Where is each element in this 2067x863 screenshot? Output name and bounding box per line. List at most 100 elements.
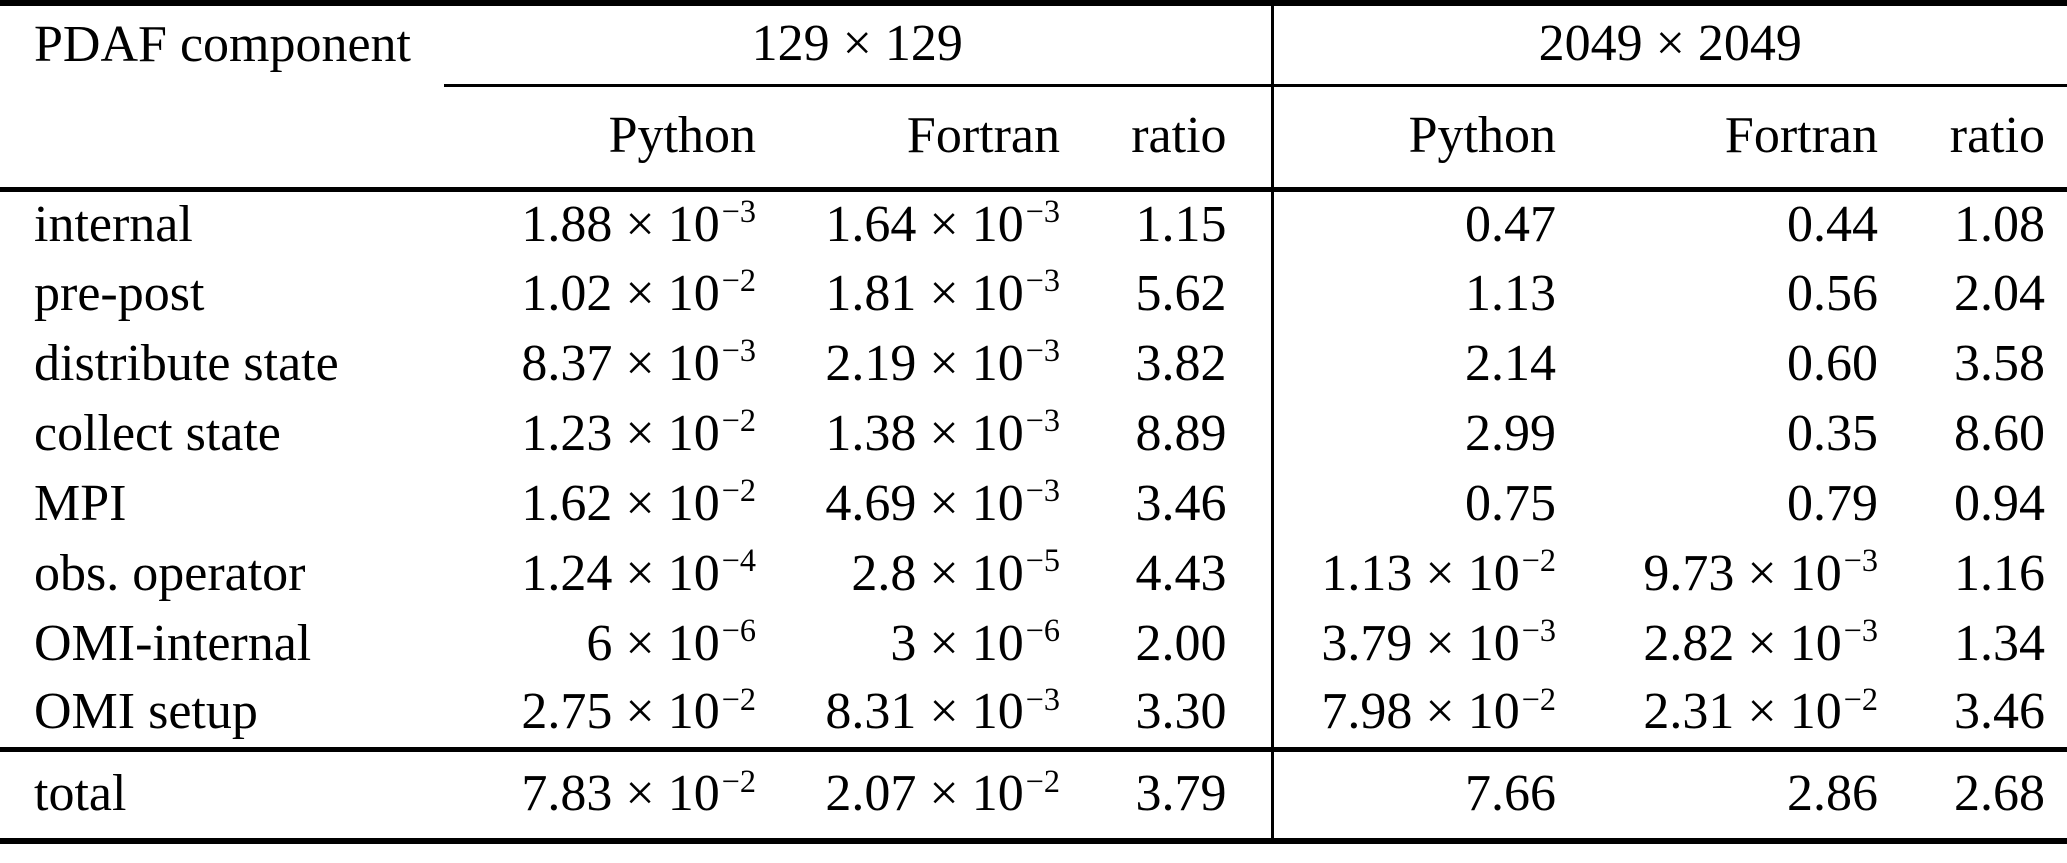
value-cell: 6 × 10−6 — [586, 612, 756, 672]
exponent: −2 — [1521, 542, 1557, 579]
value-cell: 3.79 — [1066, 746, 1273, 841]
value-cell: 1.16 — [1954, 544, 2046, 602]
value-cell: 1.15 — [1135, 195, 1227, 253]
value-cell: 2.86 — [1562, 746, 1885, 841]
value-cell: 8.31 × 10−3 — [825, 680, 1060, 741]
table-footer: total 7.83 × 10−2 2.07 × 10−2 3.79 7.66 2.86… — [0, 746, 2067, 841]
empty-corner-cell — [0, 85, 444, 192]
value-cell: 0.75 — [1270, 469, 1563, 539]
group-header-129: 129 × 129 — [444, 3, 1273, 87]
total-row: total 7.83 × 10−2 2.07 × 10−2 3.79 7.66 2.86… — [0, 746, 2067, 841]
value-cell: 2.04 — [1954, 264, 2046, 322]
exponent: −3 — [1025, 332, 1060, 369]
exponent: −3 — [721, 193, 756, 230]
col-header-python-129: Python — [444, 85, 762, 192]
exponent: −2 — [1025, 762, 1060, 799]
value-cell: 1.62 × 10−2 — [521, 472, 756, 532]
value-cell: 1.13 — [1270, 259, 1563, 329]
value-cell: 3.79 × 10−3 — [1270, 609, 1563, 679]
exponent: −6 — [1025, 612, 1060, 649]
value-cell: 3 × 10−6 — [890, 612, 1060, 672]
table-row: collect state 1.23 × 10−2 1.38 × 10−3 8.89 2… — [0, 399, 2067, 469]
value-cell: 0.56 — [1787, 264, 1879, 322]
component-label: internal — [34, 195, 193, 253]
value-cell: 8.37 × 10−3 — [521, 332, 756, 392]
exponent: −2 — [721, 472, 756, 509]
value-cell: 3.82 — [1135, 334, 1227, 392]
value-cell: 3.46 — [1954, 683, 2046, 741]
value-cell: 3.46 — [1135, 474, 1227, 532]
value-cell: 5.62 — [1135, 264, 1227, 322]
component-label: collect state — [34, 404, 281, 462]
group-header-row: PDAF component 129 × 129 2049 × 2049 — [0, 3, 2067, 87]
value-cell: 1.08 — [1954, 195, 2046, 253]
component-label: distribute state — [34, 334, 339, 392]
value-cell: 7.66 — [1270, 746, 1563, 841]
exponent: −3 — [1025, 680, 1060, 717]
value-cell: 0.47 — [1270, 189, 1563, 259]
value-cell: 1.38 × 10−3 — [825, 402, 1060, 462]
corner-header: PDAF component — [34, 16, 411, 74]
exponent: −3 — [1521, 612, 1557, 649]
exponent: −5 — [1025, 542, 1060, 579]
value-cell: 7.83 × 10−2 — [444, 746, 762, 841]
value-cell: 8.60 — [1954, 404, 2046, 462]
exponent: −2 — [721, 680, 756, 717]
value-cell: 1.81 × 10−3 — [825, 262, 1060, 322]
component-label: OMI setup — [34, 683, 258, 741]
component-label: OMI-internal — [34, 614, 312, 672]
value-cell: 7.98 × 10−2 — [1270, 679, 1563, 749]
value-cell: 8.89 — [1135, 404, 1227, 462]
exponent: −3 — [1025, 472, 1060, 509]
table-row: pre-post 1.02 × 10−2 1.81 × 10−3 5.62 1.13 0.… — [0, 259, 2067, 329]
col-header-ratio-129: ratio — [1066, 85, 1273, 192]
col-header-ratio-2049: ratio — [1884, 85, 2067, 192]
value-cell: 0.94 — [1954, 474, 2046, 532]
value-cell: 2.19 × 10−3 — [825, 332, 1060, 392]
table-row: MPI 1.62 × 10−2 4.69 × 10−3 3.46 0.75 0.79 0.9… — [0, 469, 2067, 539]
exponent: −3 — [1025, 262, 1060, 299]
exponent: −2 — [1521, 680, 1557, 717]
group-header-2049: 2049 × 2049 — [1270, 3, 2067, 87]
value-cell: 2.82 × 10−3 — [1643, 612, 1879, 672]
value-cell: 2.99 — [1270, 399, 1563, 469]
exponent: −2 — [721, 402, 756, 439]
value-cell: 0.60 — [1787, 334, 1879, 392]
value-cell: 2.14 — [1270, 329, 1563, 399]
value-cell: 1.13 × 10−2 — [1270, 539, 1563, 609]
table-header: PDAF component 129 × 129 2049 × 2049 Pyt… — [0, 3, 2067, 192]
table-body: internal 1.88 × 10−3 1.64 × 10−3 1.15 0.47 0.… — [0, 189, 2067, 749]
value-cell: 1.02 × 10−2 — [521, 262, 756, 322]
exponent: −2 — [721, 262, 756, 299]
value-cell: 2.31 × 10−2 — [1643, 680, 1879, 741]
exponent: −4 — [721, 542, 756, 579]
table-row: obs. operator 1.24 × 10−4 2.8 × 10−5 4.43 1.… — [0, 539, 2067, 609]
value-cell: 0.44 — [1787, 195, 1879, 253]
exponent: −3 — [1025, 193, 1060, 230]
component-label: MPI — [34, 474, 127, 532]
value-cell: 2.07 × 10−2 — [762, 746, 1066, 841]
exponent: −3 — [1843, 542, 1879, 579]
table-row: OMI-internal 6 × 10−6 3 × 10−6 2.00 3.79 × 1… — [0, 609, 2067, 679]
value-cell: 1.24 × 10−4 — [521, 542, 756, 602]
exponent: −2 — [1843, 680, 1879, 717]
value-cell: 0.79 — [1787, 474, 1879, 532]
value-cell: 2.68 — [1884, 746, 2067, 841]
value-cell: 1.34 — [1954, 614, 2046, 672]
component-label: obs. operator — [34, 544, 306, 602]
exponent: −3 — [1025, 402, 1060, 439]
value-cell: 1.64 × 10−3 — [825, 193, 1060, 253]
value-cell: 2.75 × 10−2 — [521, 680, 756, 741]
col-header-fortran-129: Fortran — [762, 85, 1066, 192]
value-cell: 3.30 — [1135, 683, 1227, 741]
table-row: distribute state 8.37 × 10−3 2.19 × 10−3 3.… — [0, 329, 2067, 399]
exponent: −2 — [721, 762, 756, 799]
value-cell: 4.43 — [1135, 544, 1227, 602]
table-row: internal 1.88 × 10−3 1.64 × 10−3 1.15 0.47 0.… — [0, 189, 2067, 259]
value-cell: 0.35 — [1787, 404, 1879, 462]
col-header-python-2049: Python — [1270, 85, 1563, 192]
exponent: −6 — [721, 612, 756, 649]
table-row: OMI setup 2.75 × 10−2 8.31 × 10−3 3.30 7.98 … — [0, 679, 2067, 749]
col-header-fortran-2049: Fortran — [1562, 85, 1885, 192]
